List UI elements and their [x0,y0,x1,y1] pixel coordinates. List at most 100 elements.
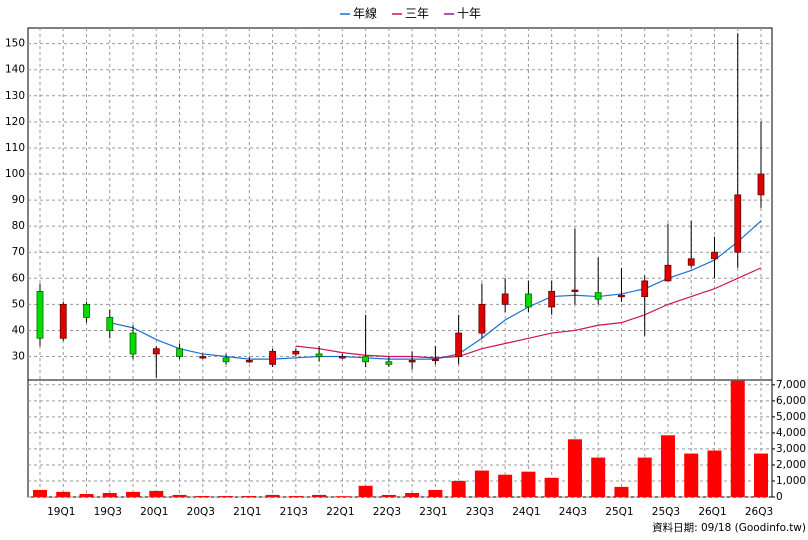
volume-bar [707,450,722,497]
volume-bar [265,494,280,497]
candle-body [525,293,532,308]
candle-body [478,303,486,334]
volume-bar [567,439,582,497]
y2-tick-label: 7,000 [776,379,806,391]
x-tick-label: 23Q3 [466,506,494,518]
candle-body [129,332,137,355]
candle-body [408,360,416,363]
candle-body [641,280,649,297]
footer: 資料日期: 09/18 (Goodinfo.tw) [652,521,806,534]
y-tick-label: 100 [5,168,25,180]
candle-body [455,332,463,357]
legend-label: 十年 [457,7,481,21]
candle-body [501,293,509,305]
y2-tick-label: 0 [776,491,783,503]
candle-body [664,264,672,282]
candle-body [199,356,207,359]
volume-bar [591,457,606,497]
candle-body [292,350,300,355]
volume-bar [381,494,396,497]
x-tick-label: 25Q1 [605,506,633,518]
candle-body [734,194,742,253]
candle-body [106,317,114,331]
volume-bar [288,496,303,497]
volume-bar [614,486,629,497]
y2-tick-label: 2,000 [776,459,806,471]
volume-bar [102,492,117,497]
y2-tick-label: 5,000 [776,411,806,423]
candle-body [83,303,90,318]
x-tick-label: 26Q1 [698,506,726,518]
volume-bar [242,496,257,497]
x-tick-label: 19Q3 [94,506,122,518]
volume-bar [637,457,652,497]
y-tick-label: 50 [12,298,25,310]
y-tick-label: 130 [5,90,25,102]
candle-body [176,348,183,357]
volume-bar [172,494,187,497]
volume-bar [474,470,489,497]
volume-bar [312,494,327,497]
y-tick-label: 120 [5,116,25,128]
volume-bar [335,496,350,497]
candle-body [152,348,160,355]
x-tick-label: 25Q3 [652,506,680,518]
volume-bar [730,380,745,497]
x-tick-label: 23Q1 [419,506,447,518]
x-tick-label: 20Q3 [187,506,215,518]
candle-body [548,290,556,308]
candle-body [362,356,370,363]
volume-bar [358,485,373,497]
y-tick-label: 80 [12,220,25,232]
volume-bar [684,453,699,497]
volume-bar [451,480,466,497]
volume-bar [126,491,141,497]
candle-body [338,356,346,359]
candle-body [687,258,695,266]
legend-label: 三年 [405,7,429,21]
y-tick-label: 140 [5,64,25,76]
candle-body [36,290,44,339]
y2-tick-label: 1,000 [776,475,806,487]
candle-body [757,173,765,196]
y2-tick-label: 4,000 [776,427,806,439]
volume-bar [428,489,443,497]
y-tick-label: 40 [12,324,25,336]
candle-body [315,353,323,357]
x-tick-label: 19Q1 [47,506,75,518]
x-tick-label: 21Q3 [280,506,308,518]
volume-bar [405,492,420,497]
legend-label: 年線 [353,6,377,21]
candle-body [571,289,579,292]
volume-bar [195,496,210,497]
volume-bar [219,496,234,497]
x-tick-label: 26Q3 [745,506,773,518]
y2-tick-label: 3,000 [776,443,806,455]
candle-body [245,360,253,363]
candle-body [618,294,625,298]
volume-bar [660,435,675,497]
candle-body [431,358,439,362]
volume-bar [498,474,513,497]
volume-bar [149,490,164,497]
x-tick-label: 21Q1 [233,506,261,518]
candle-body [59,303,67,339]
ma-line [295,267,762,359]
y2-tick-label: 6,000 [776,395,806,407]
volume-bar [56,491,71,497]
volume-bar [33,489,47,497]
volume-bar [521,471,536,497]
candle-body [711,251,718,260]
volume-bar [544,477,559,497]
candle-body [269,350,276,365]
y-tick-label: 70 [12,246,25,258]
volume-bar [754,453,768,497]
x-tick-label: 24Q1 [512,506,540,518]
candle-body [594,292,602,300]
y-tick-label: 150 [5,38,25,50]
y-tick-label: 90 [12,194,25,206]
volume-bar [79,493,94,497]
candle-body [222,357,230,363]
y-tick-label: 110 [5,142,25,154]
